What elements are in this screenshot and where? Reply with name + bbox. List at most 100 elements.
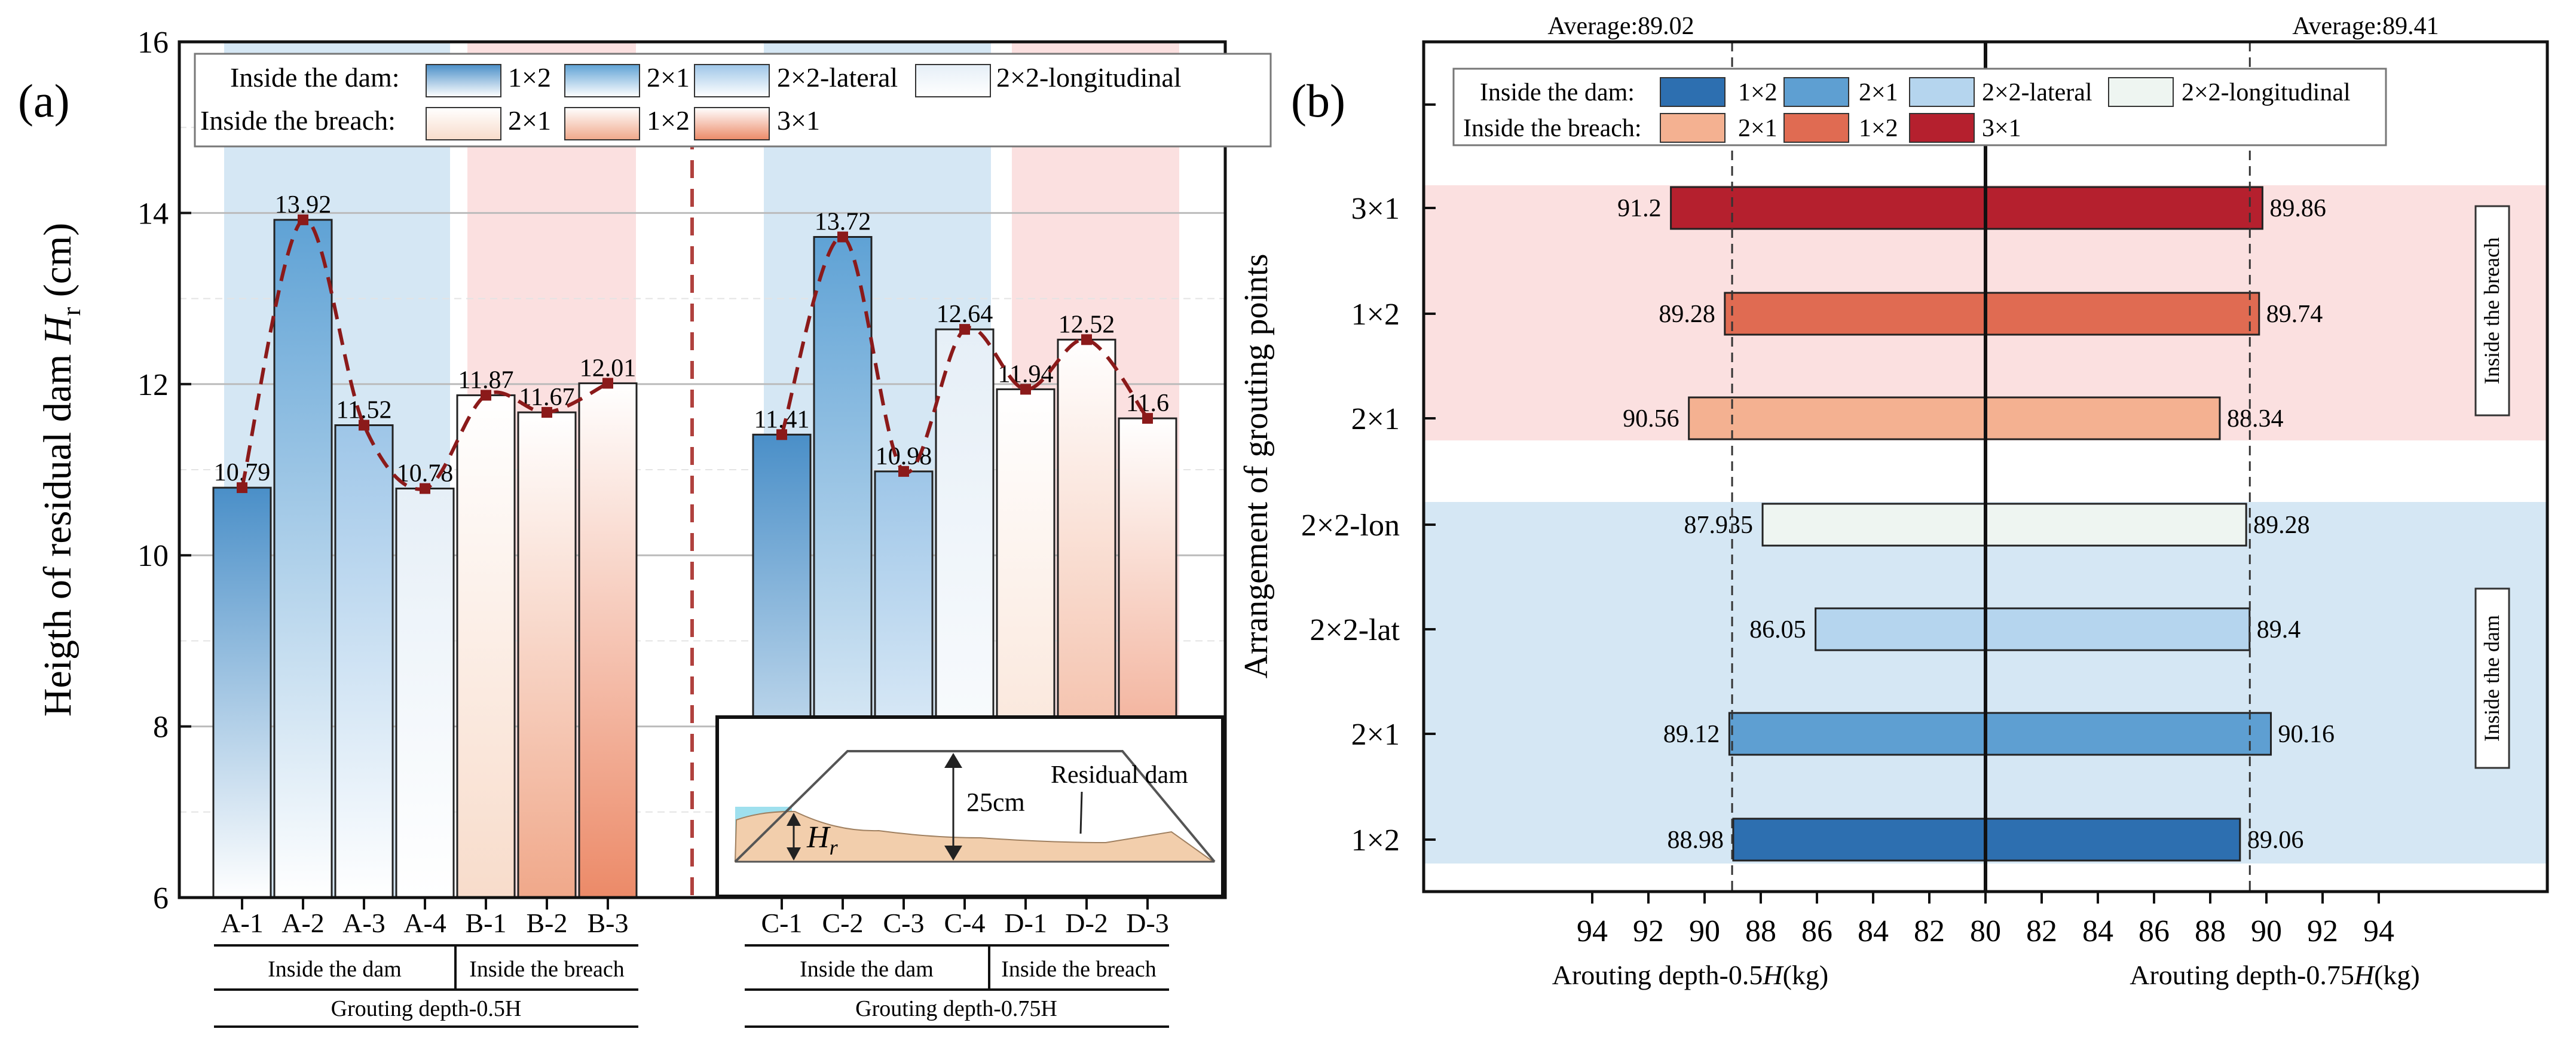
b-value-right-0: 89.06 bbox=[2247, 826, 2304, 854]
b-xtick-label: 94 bbox=[1577, 914, 1608, 948]
inset-original-dam bbox=[734, 750, 1216, 863]
b-legend-swatch-b-2x1 bbox=[1660, 113, 1726, 143]
a-x-ticks: A-1 A-2 A-3 A-4 B-1 B-2 B-3 C-1 C-2 C-3 C-4 D-1 D-2 D… bbox=[221, 898, 1169, 938]
a-group-right-depth: Grouting depth-0.75H bbox=[855, 996, 1057, 1021]
a-legend-item-1: 1×2 bbox=[508, 62, 551, 93]
a-group-left-breach: Inside the breach bbox=[469, 957, 625, 982]
b-xtick-label: 84 bbox=[2082, 914, 2113, 948]
b-xtick-label: 88 bbox=[2195, 914, 2226, 948]
b-xtick-label: 82 bbox=[2026, 914, 2057, 948]
a-xtick-label-B-2: B-2 bbox=[527, 908, 568, 938]
b-legend-item-3: 2×2-lateral bbox=[1982, 79, 2092, 106]
a-group-right-dam: Inside the dam bbox=[800, 957, 934, 982]
b-bar-right-1 bbox=[1984, 712, 2272, 756]
a-ytick-label-16: 16 bbox=[137, 26, 169, 60]
b-xtick-label: 84 bbox=[1858, 914, 1889, 948]
b-xtick-label: 90 bbox=[2251, 914, 2282, 948]
a-trend-marker-A-3 bbox=[359, 420, 369, 431]
b-legend-swatch-b-1x2 bbox=[1783, 113, 1849, 143]
a-trend-marker-A-1 bbox=[237, 482, 247, 494]
a-y-ticks: 6 8 10 12 14 16 bbox=[137, 26, 191, 916]
panel-a-label: (a) bbox=[18, 75, 70, 127]
a-axes-frame bbox=[178, 40, 1227, 899]
b-xtick-label: 80 bbox=[1970, 914, 2001, 948]
a-trend-marker-B-3 bbox=[602, 378, 613, 389]
a-trend-marker-B-2 bbox=[541, 407, 552, 418]
b-value-left-6: 91.2 bbox=[1617, 195, 1662, 222]
a-legend-item-2: 2×1 bbox=[647, 62, 690, 93]
a-bar-B-2 bbox=[517, 411, 577, 899]
a-legend-swatch-2x1 bbox=[564, 64, 640, 97]
a-legend-row2-label: Inside the breach: bbox=[200, 105, 396, 136]
b-legend-swatch-2x1 bbox=[1783, 77, 1849, 107]
b-bar-right-5 bbox=[1984, 292, 2260, 336]
b-xtick-label: 92 bbox=[2307, 914, 2338, 948]
a-trend-marker-B-1 bbox=[481, 390, 491, 401]
a-trend-marker-D-1 bbox=[1020, 384, 1031, 395]
panel-a: 10.7913.9211.5210.7811.8711.6712.0111.41… bbox=[18, 26, 1272, 1028]
b-legend-swatch-1x2 bbox=[1660, 77, 1726, 107]
inset-residual-dam bbox=[734, 810, 1216, 862]
a-group-brackets: Inside the dam Inside the breach Groutin… bbox=[214, 944, 1169, 1028]
a-legend-item-5: 2×1 bbox=[508, 105, 551, 136]
a-legend-item-4: 2×2-longitudinal bbox=[996, 62, 1182, 93]
a-ytick-label-6: 6 bbox=[153, 881, 169, 916]
b-band-dam-label: Inside the dam bbox=[2480, 615, 2504, 742]
b-value-left-5: 89.28 bbox=[1659, 301, 1715, 328]
b-bar-left-1 bbox=[1728, 712, 1987, 756]
a-trend-marker-A-4 bbox=[420, 483, 430, 494]
b-value-left-2: 86.05 bbox=[1749, 616, 1806, 644]
a-xtick-label-D-3: D-3 bbox=[1126, 908, 1169, 938]
a-value-label-D-3: 11.6 bbox=[1126, 390, 1169, 417]
b-legend-row2-label: Inside the breach: bbox=[1463, 115, 1642, 142]
a-value-label-D-2: 12.52 bbox=[1058, 311, 1115, 338]
b-bars: 88.98 89.06 89.12 90.16 86.05 89.4 87.935 89.28… bbox=[1617, 186, 2335, 862]
b-value-left-3: 87.935 bbox=[1684, 512, 1754, 539]
a-trend-marker-A-2 bbox=[298, 214, 308, 225]
a-inset: 25cm Residual dam Hr bbox=[715, 715, 1225, 898]
b-xtick-label: 94 bbox=[2363, 914, 2394, 948]
a-legend-item-6: 1×2 bbox=[647, 105, 690, 136]
a-ytick-label-14: 14 bbox=[137, 197, 169, 231]
b-bar-right-2 bbox=[1984, 607, 2251, 651]
b-bar-left-4 bbox=[1688, 396, 1987, 440]
b-bar-left-5 bbox=[1724, 292, 1987, 336]
b-ytick-label-4: 2×1 bbox=[1351, 402, 1400, 436]
b-legend-item-6: 1×2 bbox=[1859, 115, 1898, 142]
a-value-label-A-2: 13.92 bbox=[275, 191, 332, 219]
panel-b: 88.98 89.06 89.12 90.16 86.05 89.4 87.935 89.28… bbox=[1238, 13, 2549, 990]
a-legend-swatch-b-3x1 bbox=[694, 107, 770, 140]
a-value-label-D-1: 11.94 bbox=[998, 360, 1054, 388]
b-ytick-label-5: 1×2 bbox=[1351, 298, 1400, 332]
a-xtick-label-C-1: C-1 bbox=[761, 908, 803, 938]
b-averages bbox=[1731, 42, 2251, 892]
b-band-breach-label: Inside the breach bbox=[2480, 237, 2504, 384]
b-value-right-2: 89.4 bbox=[2257, 616, 2301, 644]
b-legend-swatch-b-3x1 bbox=[1909, 113, 1975, 143]
a-trend bbox=[237, 214, 1153, 494]
a-trend-marker-C-2 bbox=[837, 231, 848, 243]
b-bar-right-6 bbox=[1984, 186, 2263, 230]
a-value-label-A-3: 11.52 bbox=[336, 397, 392, 424]
b-xtick-label: 92 bbox=[1633, 914, 1664, 948]
a-legend-row1-label: Inside the dam: bbox=[230, 62, 400, 93]
a-legend: Inside the dam: 1×2 2×1 2×2-lateral 2×2-… bbox=[194, 53, 1272, 148]
b-xtick-label: 88 bbox=[1745, 914, 1776, 948]
inset-residual-pointer bbox=[1079, 791, 1083, 834]
a-trend-left bbox=[240, 218, 609, 491]
b-bar-left-3 bbox=[1761, 503, 1987, 547]
b-xtick-label: 90 bbox=[1689, 914, 1720, 948]
b-legend-item-2: 2×1 bbox=[1859, 79, 1898, 106]
b-x-label-left: Arouting depth-0.5H(kg) bbox=[1552, 960, 1829, 990]
b-bar-left-2 bbox=[1815, 607, 1987, 651]
a-trend-right bbox=[780, 235, 1149, 474]
a-xtick-label-A-3: A-3 bbox=[342, 908, 386, 938]
b-ytick-label-3: 2×2-lon bbox=[1301, 509, 1400, 543]
b-bar-left-0 bbox=[1732, 818, 1987, 862]
a-xtick-label-A-2: A-2 bbox=[282, 908, 325, 938]
b-ytick-label-2: 2×2-lat bbox=[1310, 613, 1400, 647]
b-y-ticks: 1×2 2×1 2×2-lat 2×2-lon 2×1 1×2 3×1 bbox=[1301, 103, 1436, 858]
a-trend-marker-D-3 bbox=[1142, 413, 1153, 424]
b-bar-right-0 bbox=[1984, 818, 2241, 862]
b-xtick-label: 86 bbox=[1801, 914, 1832, 948]
